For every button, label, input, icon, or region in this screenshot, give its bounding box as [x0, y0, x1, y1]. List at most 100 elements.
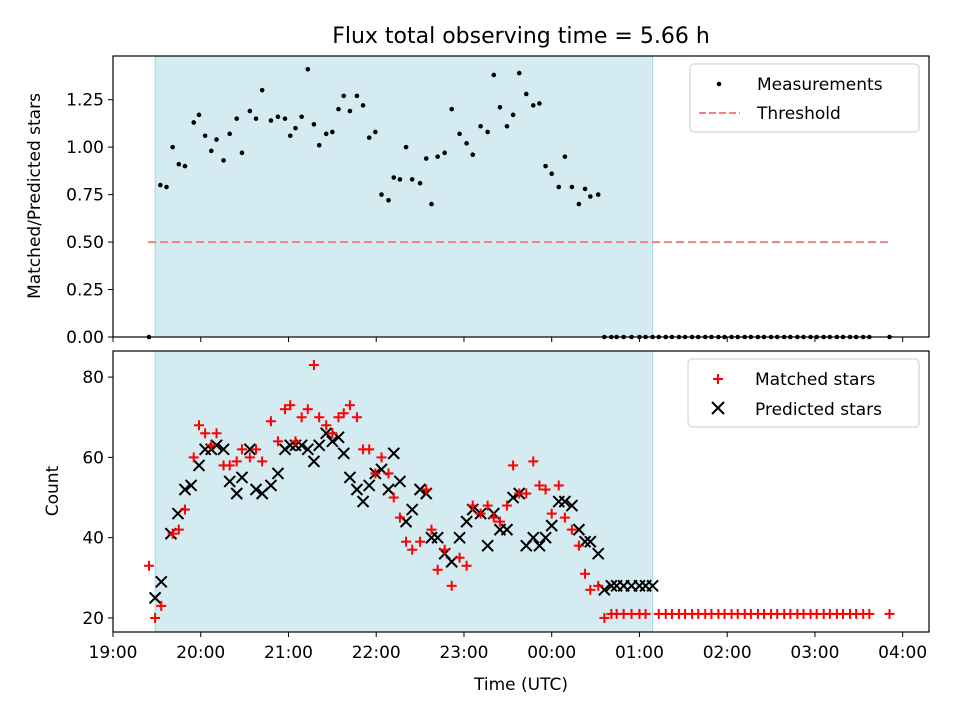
matched-point	[321, 420, 332, 431]
legend-label-measurements: Measurements	[757, 75, 883, 95]
matched-point	[188, 452, 199, 463]
measurement-point	[497, 104, 503, 110]
legend-label-threshold: Threshold	[756, 104, 841, 124]
predicted-point	[249, 483, 263, 496]
x-tick-label: 02:00	[703, 643, 752, 663]
matched-point	[302, 404, 313, 415]
matched-point	[224, 460, 235, 471]
measurement-point	[341, 93, 347, 99]
measurement-point	[360, 103, 366, 108]
measurement-point	[158, 182, 163, 188]
measurement-point	[530, 103, 536, 108]
predicted-point	[217, 443, 230, 456]
matched-point	[482, 500, 493, 511]
y-tick-label: 0.00	[66, 328, 104, 348]
matched-point	[528, 456, 539, 467]
predicted-point	[646, 579, 659, 593]
matched-point	[439, 544, 450, 555]
measurement-point	[214, 137, 219, 142]
axes-frame	[112, 55, 930, 338]
measurement-point	[423, 156, 429, 161]
measurement-point	[449, 106, 454, 112]
matched-point	[415, 536, 426, 547]
matched-point	[593, 580, 604, 591]
matched-point	[211, 428, 222, 439]
matched-point	[167, 528, 178, 539]
measurement-point	[569, 184, 575, 190]
predicted-point	[605, 579, 618, 593]
measurement-point	[299, 114, 304, 120]
matched-point	[156, 600, 167, 611]
measurement-point	[347, 108, 353, 114]
x-tick-label: 03:00	[790, 643, 839, 663]
matched-point	[333, 412, 344, 423]
measurement-point	[543, 163, 548, 169]
predicted-point	[337, 447, 350, 460]
matched-point	[376, 452, 387, 463]
matched-point	[231, 456, 242, 467]
matched-point	[394, 512, 405, 523]
measurement-point	[562, 154, 568, 159]
matched-point	[508, 460, 519, 471]
measurement-point	[354, 93, 360, 99]
predicted-point	[178, 483, 192, 496]
predicted-point	[453, 531, 466, 544]
measurement-point	[576, 201, 582, 207]
y-tick-label: 0.25	[66, 281, 104, 301]
matched-point	[566, 524, 577, 535]
legend-box	[687, 358, 920, 428]
matched-point	[344, 400, 355, 411]
matched-point	[314, 412, 325, 423]
measurement-point	[470, 152, 476, 158]
measurement-point	[409, 177, 415, 182]
predicted-point	[155, 575, 168, 589]
measurement-point	[397, 177, 403, 182]
y-tick-label: 20	[82, 609, 104, 629]
matched-point	[351, 412, 362, 423]
measurement-point	[275, 114, 281, 120]
measurement-point	[366, 135, 372, 140]
predicted-point	[500, 523, 514, 536]
matched-point	[244, 452, 255, 463]
matched-point	[143, 560, 154, 571]
matched-point	[257, 456, 268, 467]
measurement-point	[588, 194, 593, 199]
matched-point	[501, 500, 512, 511]
measurement-point	[311, 122, 317, 127]
predicted-point	[312, 439, 326, 452]
measurement-point	[268, 118, 274, 123]
legend-marker-predicted	[711, 401, 725, 415]
predicted-point	[558, 495, 572, 508]
predicted-point	[230, 487, 243, 500]
measurement-point	[442, 150, 447, 156]
measurement-point	[227, 131, 232, 137]
x-tick-label: 23:00	[439, 643, 488, 663]
measurement-point	[595, 192, 601, 197]
matched-point	[546, 508, 557, 519]
matched-point	[206, 440, 217, 451]
predicted-point	[481, 539, 494, 552]
measurement-point	[282, 116, 288, 121]
measurement-point	[293, 125, 298, 131]
x-tick-label: 00:00	[527, 643, 576, 663]
matched-point	[553, 480, 564, 491]
matched-point	[446, 580, 457, 591]
predicted-point	[572, 523, 586, 536]
matched-point	[559, 512, 570, 523]
predicted-point	[356, 495, 370, 508]
measurement-point	[164, 184, 169, 190]
matched-point	[864, 608, 875, 619]
predicted-point	[343, 471, 357, 484]
predicted-point	[350, 483, 364, 496]
matched-point	[421, 484, 432, 495]
predicted-point	[387, 447, 400, 460]
measurement-point	[429, 201, 434, 207]
matched-point	[388, 492, 399, 503]
x-tick-label: 04:00	[878, 643, 927, 663]
predicted-point	[192, 459, 206, 472]
measurement-point	[330, 129, 335, 135]
matched-point	[364, 444, 375, 455]
measurement-point	[457, 131, 462, 137]
predicted-point	[533, 539, 546, 552]
